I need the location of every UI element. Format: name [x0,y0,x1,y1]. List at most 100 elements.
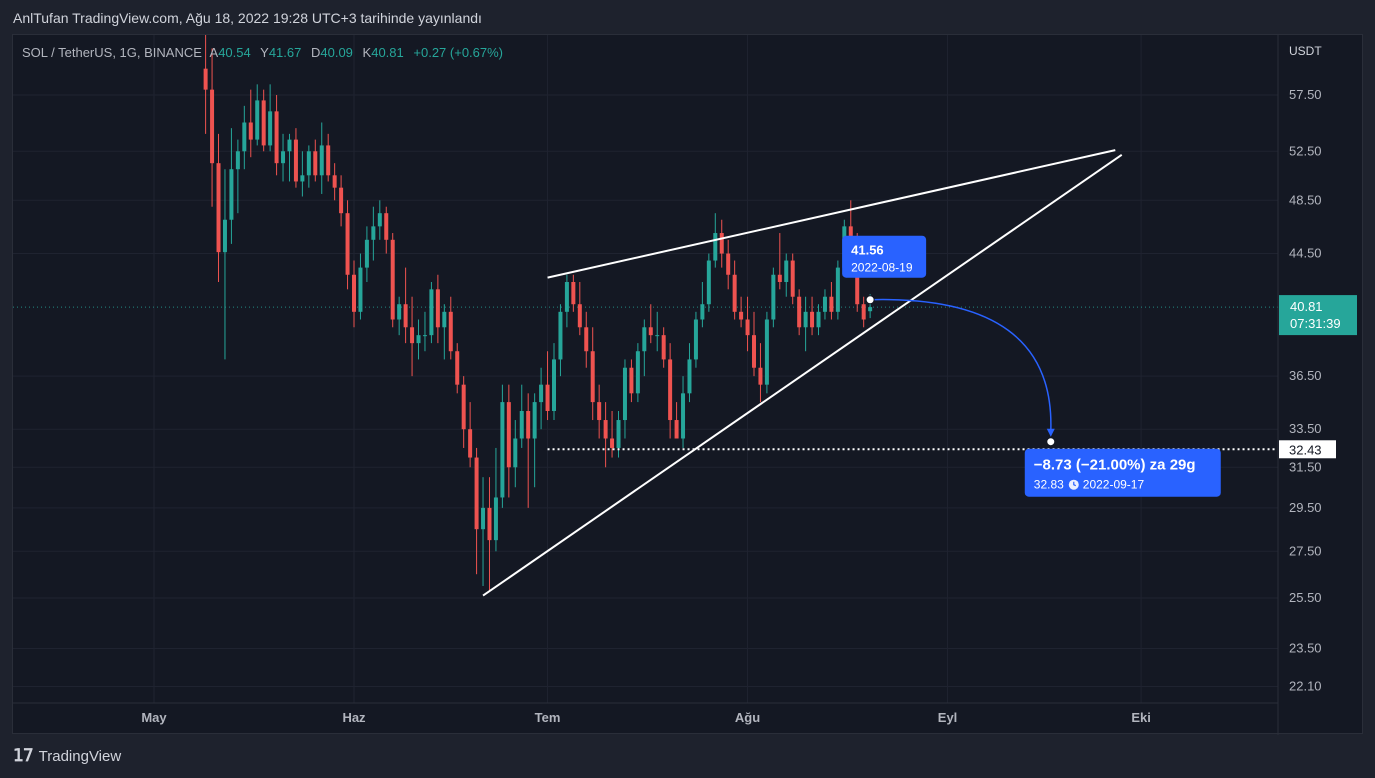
candle [481,477,486,586]
candle [468,402,473,468]
candle-body [364,239,369,268]
candle-body [384,213,389,240]
candle-body [693,319,698,360]
candle-body [229,169,234,220]
candle [429,281,434,344]
candle [229,128,234,244]
price-tick-label: 29.50 [1289,500,1322,515]
candle-body [461,384,466,430]
candle [655,311,660,352]
candle-body [584,327,589,352]
candle [345,200,350,290]
candle-body [526,411,531,439]
candle [435,274,440,344]
candle [552,343,556,421]
price-tick-label: 36.50 [1289,368,1322,383]
drawing-layer [482,149,1278,597]
price-axis-currency: USDT [1289,44,1322,58]
candle [319,122,324,194]
callout-target-date: 2022-09-17 [1083,478,1145,492]
price-tick-label: 27.50 [1289,543,1322,558]
candle-body [416,335,421,344]
candle [474,447,479,575]
candle-body [616,420,621,448]
chart-frame[interactable]: USDT 57.50 52.50 48.50 44.50 36.50 33.50 31.50 2… [12,34,1364,735]
candle-body [868,307,873,312]
price-tick-label: 25.50 [1289,590,1322,605]
last-price-tag: 40.81 07:31:39 [1279,295,1357,336]
time-tick-label: Haz [342,710,366,725]
candle-body [848,226,853,240]
candle-body [590,351,595,403]
time-tick-label: Ağu [735,710,760,725]
candle-body [455,351,460,385]
candle [281,133,286,182]
candle-body [648,327,653,336]
candle-body [293,139,298,182]
candle [771,267,776,328]
candle-body [674,420,679,439]
candle-body [248,122,253,140]
candle-body [829,296,834,312]
candle-body [610,438,615,448]
target-price-tag: 32.43 [1279,440,1336,459]
candle [300,151,305,197]
publish-caption: AnlTufan TradingView.com, Ağu 18, 2022 1… [13,10,482,26]
candle-body [661,335,666,360]
candle-body [468,429,473,458]
candle-body [764,319,769,385]
tag-box [1279,440,1336,459]
price-tick-label: 48.50 [1289,192,1322,207]
candle-body [261,100,266,146]
symbol-name[interactable]: SOL / TetherUS, 1G, BINANCE [22,45,202,60]
candle [493,447,498,552]
candle [248,89,253,158]
candle [597,384,602,439]
candle-body [287,139,292,152]
candle [500,384,505,508]
open-key: A [209,45,219,60]
candle-body [300,175,305,182]
price-tick-label: 44.50 [1289,246,1322,261]
candlestick-chart[interactable]: USDT 57.50 52.50 48.50 44.50 36.50 33.50 31.50 2… [13,35,1364,735]
candle [590,327,595,421]
candle [371,206,376,261]
candle [668,343,673,439]
candle-body [635,351,640,394]
tag-box [1279,295,1357,336]
candle [700,281,705,328]
candle-body [552,359,556,412]
candle [726,239,731,290]
candle [829,281,834,320]
candle [584,311,589,368]
candle [410,296,415,377]
wedge-trendline [547,149,1116,279]
candle [610,411,615,458]
tradingview-logo[interactable]: 𝟣𝟩 TradingView [13,746,121,766]
candle-body [822,296,827,312]
candle [777,233,782,290]
candle-body [771,274,776,320]
candle-body [745,319,750,336]
candle-body [306,151,311,176]
candle [752,311,756,377]
candle-body [681,393,686,439]
target-price-label: 32.43 [1289,442,1322,457]
projection-start-point [865,295,875,305]
candle [216,133,221,282]
candle [455,343,460,394]
candle-body [203,68,208,90]
candle [358,253,363,320]
candle-body [706,260,711,305]
candle-body [816,311,821,328]
callout-box [842,235,927,278]
price-tick-label: 52.50 [1289,143,1322,158]
candle-body [603,420,608,439]
candle [629,359,634,403]
candle-body [655,335,660,337]
projection-arc [870,298,1052,432]
candle-body [442,311,447,328]
candle [622,359,627,439]
candle [397,296,402,336]
candle [810,296,815,336]
